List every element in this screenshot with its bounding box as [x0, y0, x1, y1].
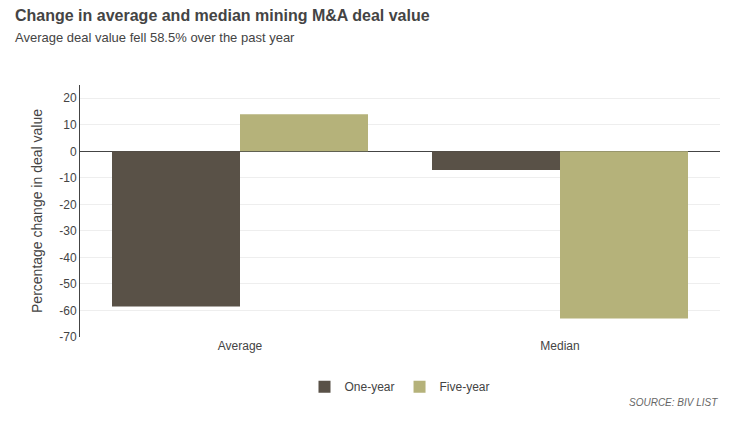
svg-text:-60: -60 [59, 304, 77, 318]
svg-text:-20: -20 [59, 198, 77, 212]
svg-text:SOURCE: BIV LIST: SOURCE: BIV LIST [629, 397, 718, 408]
svg-text:Five-year: Five-year [440, 380, 490, 394]
svg-text:0: 0 [70, 145, 77, 159]
svg-text:-40: -40 [59, 251, 77, 265]
svg-text:Percentage change in deal valu: Percentage change in deal value [29, 109, 45, 313]
svg-text:Change in average and median m: Change in average and median mining M&A … [15, 7, 430, 45]
svg-text:-70: -70 [59, 330, 77, 344]
svg-text:-10: -10 [59, 171, 77, 185]
svg-text:-50: -50 [59, 277, 77, 291]
svg-text:20: 20 [63, 91, 77, 105]
svg-text:One-year: One-year [345, 380, 395, 394]
svg-text:10: 10 [63, 118, 77, 132]
svg-text:Average: Average [218, 339, 263, 353]
svg-text:-30: -30 [59, 224, 77, 238]
svg-text:Median: Median [540, 339, 579, 353]
